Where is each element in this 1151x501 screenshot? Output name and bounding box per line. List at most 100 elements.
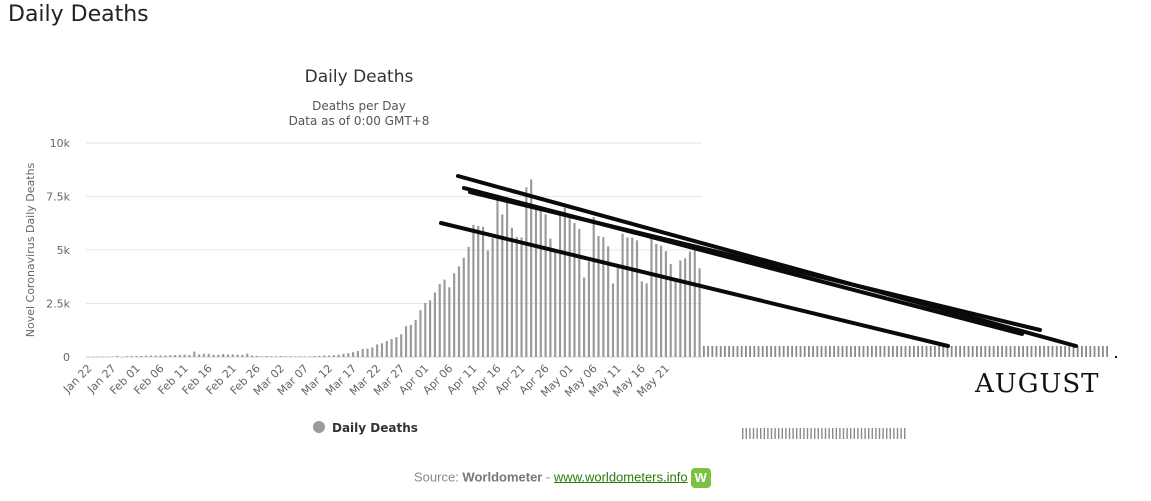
bar[interactable]	[361, 348, 364, 357]
bar[interactable]	[583, 277, 586, 357]
bar[interactable]	[429, 300, 432, 357]
bar[interactable]	[592, 217, 595, 357]
bar[interactable]	[674, 279, 677, 357]
bar[interactable]	[106, 356, 109, 358]
bar[interactable]	[183, 354, 186, 357]
bar[interactable]	[241, 354, 244, 357]
bar[interactable]	[679, 260, 682, 357]
bar[interactable]	[481, 226, 485, 357]
bar[interactable]	[140, 356, 143, 357]
bar[interactable]	[635, 240, 639, 357]
bar[interactable]	[669, 263, 672, 357]
bar[interactable]	[631, 237, 634, 357]
bar[interactable]	[265, 356, 268, 357]
bar[interactable]	[660, 245, 663, 357]
bar[interactable]	[404, 326, 408, 357]
bar[interactable]	[501, 214, 504, 357]
bar[interactable]	[207, 353, 210, 357]
bar[interactable]	[125, 356, 128, 357]
bar[interactable]	[246, 353, 249, 357]
bar[interactable]	[664, 251, 667, 357]
bar[interactable]	[515, 237, 518, 357]
legend-marker[interactable]	[313, 421, 325, 433]
bar[interactable]	[294, 356, 297, 357]
legend-label[interactable]: Daily Deaths	[332, 421, 418, 435]
bar[interactable]	[496, 194, 499, 357]
bar[interactable]	[231, 354, 234, 357]
bar[interactable]	[92, 357, 95, 358]
bar[interactable]	[616, 266, 619, 357]
bar[interactable]	[275, 356, 278, 357]
bar[interactable]	[250, 355, 254, 357]
bar[interactable]	[130, 356, 133, 357]
bar[interactable]	[308, 356, 311, 357]
bar[interactable]	[376, 344, 379, 357]
bar[interactable]	[116, 355, 119, 357]
bar[interactable]	[626, 237, 629, 357]
bar[interactable]	[198, 354, 201, 357]
bar[interactable]	[472, 224, 475, 357]
bar[interactable]	[433, 292, 436, 357]
bar[interactable]	[313, 356, 316, 357]
bar[interactable]	[443, 279, 446, 357]
bar[interactable]	[568, 215, 571, 357]
bar[interactable]	[491, 238, 494, 357]
bar[interactable]	[145, 355, 148, 357]
bar[interactable]	[169, 355, 172, 357]
bar[interactable]	[621, 233, 624, 357]
bar[interactable]	[217, 354, 220, 357]
bar[interactable]	[202, 353, 205, 357]
bar[interactable]	[640, 281, 643, 357]
bar[interactable]	[154, 355, 157, 357]
bar[interactable]	[587, 261, 590, 357]
bar[interactable]	[178, 354, 181, 357]
bar[interactable]	[121, 356, 124, 358]
bar[interactable]	[597, 235, 600, 357]
bar[interactable]	[650, 237, 653, 357]
bar[interactable]	[96, 356, 100, 358]
bar[interactable]	[688, 251, 692, 357]
bar[interactable]	[255, 355, 258, 357]
bar[interactable]	[534, 206, 538, 357]
bar[interactable]	[477, 226, 480, 357]
bar[interactable]	[698, 268, 701, 357]
bar[interactable]	[385, 341, 388, 357]
bar[interactable]	[342, 353, 345, 357]
bar[interactable]	[554, 252, 557, 357]
bar[interactable]	[578, 228, 581, 357]
bar[interactable]	[400, 334, 403, 357]
bar[interactable]	[299, 356, 302, 357]
bar[interactable]	[563, 207, 566, 357]
bar[interactable]	[539, 208, 542, 357]
bar[interactable]	[693, 248, 696, 357]
bar[interactable]	[327, 355, 331, 357]
bar[interactable]	[457, 266, 461, 357]
bar[interactable]	[188, 354, 191, 357]
bar[interactable]	[645, 283, 648, 357]
bar[interactable]	[164, 355, 167, 357]
bar[interactable]	[173, 355, 177, 357]
bar[interactable]	[602, 237, 605, 357]
bar[interactable]	[159, 355, 162, 357]
bar[interactable]	[530, 179, 533, 357]
bar[interactable]	[573, 223, 576, 357]
bar[interactable]	[549, 238, 552, 357]
bar[interactable]	[111, 356, 114, 357]
source-link[interactable]: www.worldometers.info	[553, 469, 688, 485]
bar[interactable]	[438, 283, 441, 357]
bar[interactable]	[284, 356, 287, 357]
bar[interactable]	[467, 246, 470, 357]
bar[interactable]	[544, 214, 547, 357]
bar[interactable]	[395, 337, 398, 357]
bar[interactable]	[270, 356, 273, 357]
bar[interactable]	[289, 356, 292, 357]
bar[interactable]	[380, 343, 384, 357]
bar[interactable]	[101, 356, 104, 358]
bar[interactable]	[279, 356, 282, 357]
bar[interactable]	[607, 246, 610, 357]
bar[interactable]	[506, 200, 509, 357]
bar[interactable]	[371, 347, 374, 357]
bar[interactable]	[366, 348, 369, 357]
bar[interactable]	[486, 250, 489, 357]
bar[interactable]	[236, 354, 239, 357]
